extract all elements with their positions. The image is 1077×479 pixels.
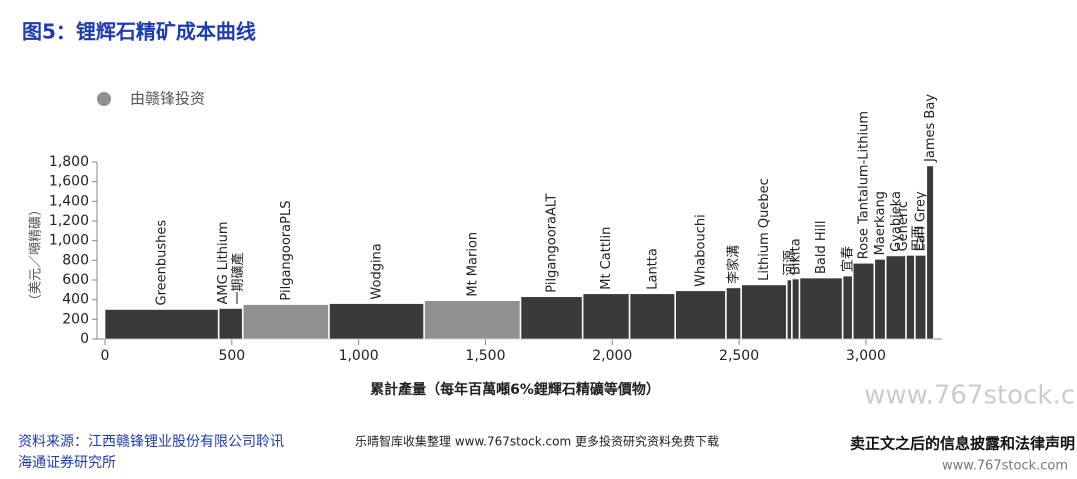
bar-label: Rose Tantalum-Lithium <box>857 111 872 259</box>
bar-label: 李家溝 <box>726 245 742 284</box>
bar <box>520 296 583 340</box>
x-tick-label: 0 <box>101 348 110 364</box>
bar <box>329 303 424 340</box>
bar-label: Bald Hill <box>814 221 829 275</box>
bar-label: Generic <box>896 201 911 251</box>
bar <box>675 290 726 340</box>
bar-label: Lantta <box>645 248 660 290</box>
source: 海通证券研究所 <box>18 455 116 471</box>
bar-label: Bikita <box>789 238 804 275</box>
legend-label: 由赣锋投资 <box>130 90 205 108</box>
watermark: www.767stock.com <box>942 459 1068 474</box>
y-tick-label: 1,600 <box>49 174 89 190</box>
bar <box>242 304 329 340</box>
bar-label: Earl Grey <box>914 191 929 251</box>
bar <box>218 308 243 340</box>
y-tick-label: 600 <box>62 272 89 288</box>
bar-label: 巴西 <box>911 225 926 251</box>
bar <box>852 262 875 340</box>
bar-label: Greenbushes <box>155 220 170 306</box>
y-tick-label: 1,000 <box>49 233 89 249</box>
bar <box>424 300 521 340</box>
y-tick-label: 400 <box>62 292 89 308</box>
x-tick-label: 1,500 <box>465 348 505 364</box>
bar-label: Maerkang <box>873 191 888 255</box>
bar <box>842 275 853 340</box>
y-tick-label: 1,400 <box>49 193 89 209</box>
x-tick-label: 500 <box>218 348 245 364</box>
bar <box>906 255 915 340</box>
y-tick-label: 1,800 <box>49 154 89 170</box>
bar-label: Whabouchi <box>694 214 709 287</box>
y-tick-label: 200 <box>62 311 89 327</box>
x-tick-label: 2,000 <box>592 348 632 364</box>
bar-label: 一期礦產 <box>230 253 246 305</box>
bar <box>885 255 906 340</box>
bar <box>926 165 934 340</box>
bar <box>874 259 886 340</box>
x-tick-label: 2,500 <box>719 348 759 364</box>
y-tick-label: 0 <box>80 331 89 347</box>
watermark: 乐晴智库收集整理 www.767stock.com 更多投资研究资料免费下载 <box>355 434 719 449</box>
bar <box>582 293 630 340</box>
bar-label: Wodgina <box>370 243 385 299</box>
bar-label: Lithium Quebec <box>757 178 772 281</box>
bar-label: PilgangooraALT <box>545 194 560 293</box>
bar-label: 宜春 <box>841 246 856 272</box>
bar <box>792 278 800 340</box>
bar <box>915 255 927 340</box>
bar-label: James Bay <box>923 94 938 163</box>
bar <box>104 309 219 340</box>
chart-title: 图5：锂辉石精矿成本曲线 <box>22 20 256 44</box>
bar-label: Gyabjeka <box>889 191 904 252</box>
bar <box>786 279 792 340</box>
bar-label: PilgangooraPLS <box>279 201 294 301</box>
watermark: www.767stock.c <box>864 381 1075 411</box>
x-tick-label: 3,000 <box>846 348 886 364</box>
bar <box>629 293 675 340</box>
bar <box>799 277 843 340</box>
y-axis-label: （美元／噸精礦） <box>28 203 44 307</box>
source: 资料来源：江西赣锋锂业股份有限公司聆讯 <box>18 434 284 450</box>
bar <box>741 284 787 340</box>
bar-label: Mt Marion <box>465 232 480 297</box>
y-tick-label: 1,200 <box>49 213 89 229</box>
x-axis-label: 累計產量（每年百萬噸6%鋰輝石精礦等價物） <box>370 381 660 398</box>
x-tick-label: 1,000 <box>339 348 379 364</box>
bar-label: 河源 <box>782 250 797 276</box>
legend-marker <box>97 92 111 106</box>
bar <box>726 287 741 340</box>
y-tick-label: 800 <box>62 252 89 268</box>
disclaimer: 卖正文之后的信息披露和法律声明 <box>850 435 1075 453</box>
bar-label: Mt Cattlin <box>599 227 614 290</box>
bar-label: AMG Lithium <box>216 221 231 304</box>
